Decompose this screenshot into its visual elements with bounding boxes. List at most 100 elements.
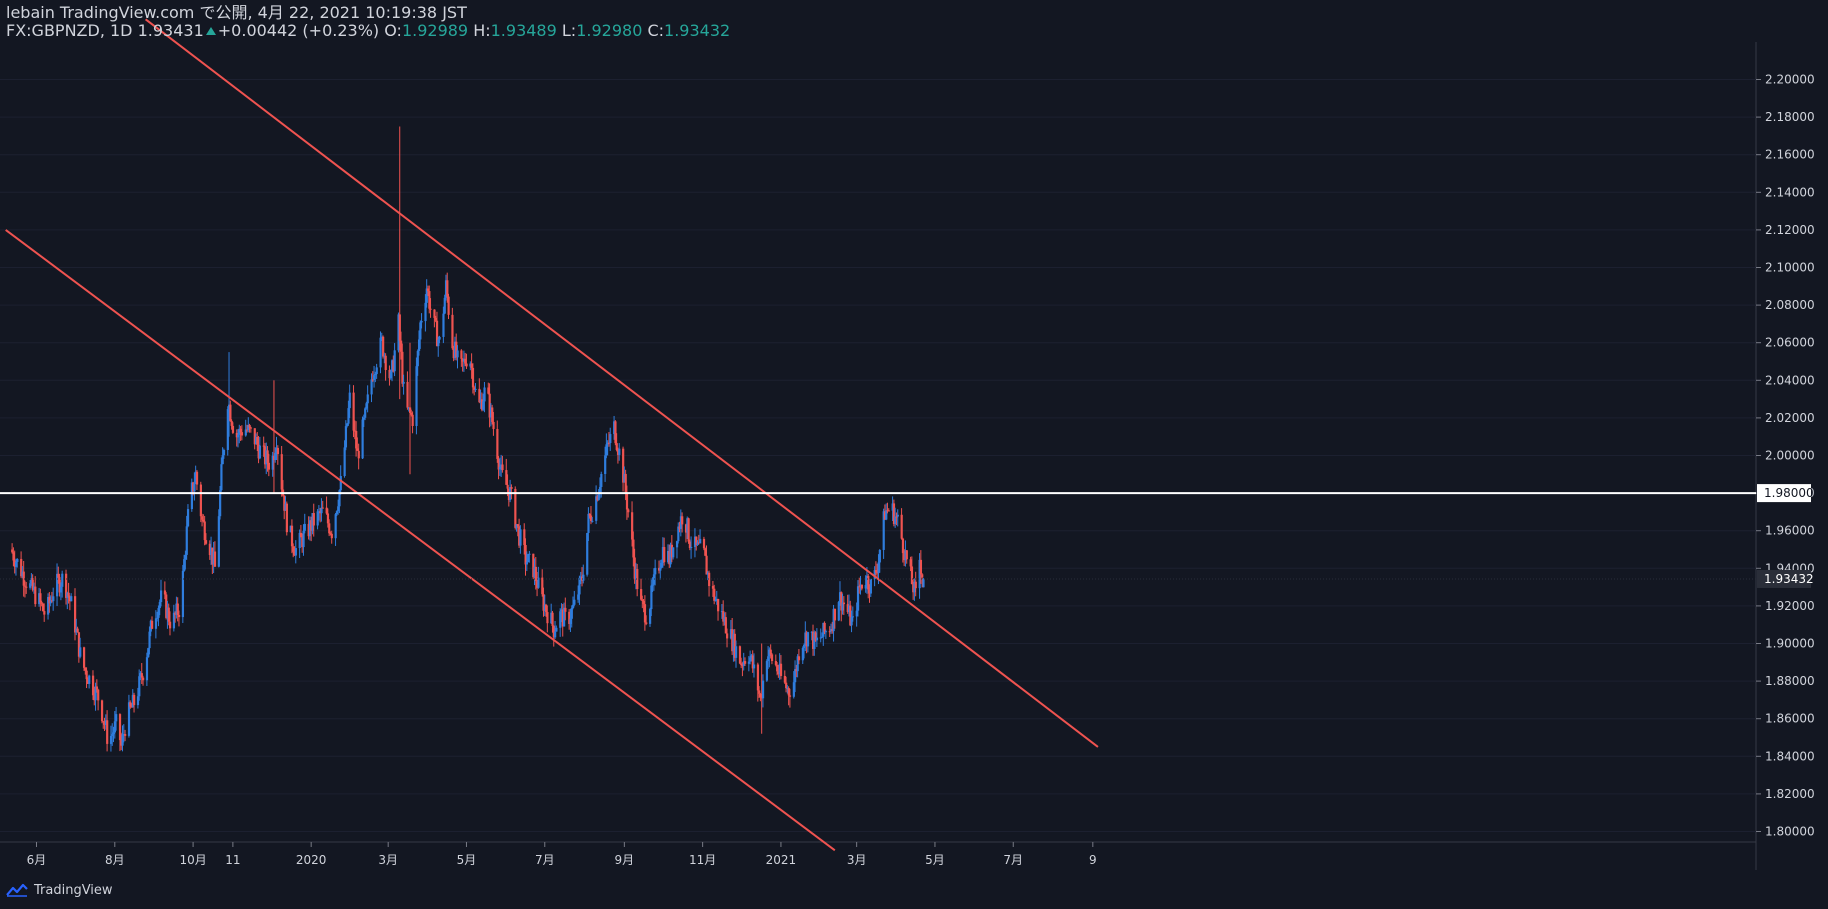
candle[interactable]	[735, 640, 738, 668]
candle[interactable]	[586, 532, 589, 577]
candle[interactable]	[139, 671, 142, 681]
candle[interactable]	[713, 584, 716, 605]
candle[interactable]	[147, 647, 150, 658]
candle[interactable]	[212, 541, 215, 574]
candle[interactable]	[184, 550, 187, 570]
candle[interactable]	[883, 504, 887, 520]
candle[interactable]	[634, 562, 638, 590]
candle[interactable]	[347, 400, 350, 426]
candle[interactable]	[276, 445, 279, 465]
candle[interactable]	[400, 331, 403, 360]
candle[interactable]	[447, 293, 450, 320]
candle[interactable]	[120, 732, 123, 751]
candle[interactable]	[109, 725, 113, 752]
candle[interactable]	[743, 657, 747, 666]
candle[interactable]	[426, 285, 430, 297]
candle[interactable]	[65, 569, 68, 605]
trendline-lower-channel[interactable]	[5, 229, 836, 852]
candle[interactable]	[714, 596, 717, 602]
candle[interactable]	[21, 566, 24, 579]
candle[interactable]	[202, 514, 205, 523]
candle[interactable]	[57, 566, 60, 584]
candle[interactable]	[68, 595, 72, 611]
candle[interactable]	[842, 596, 846, 615]
candle[interactable]	[151, 616, 154, 630]
candle[interactable]	[832, 604, 835, 642]
candle[interactable]	[874, 561, 878, 576]
candle[interactable]	[374, 371, 377, 383]
candle[interactable]	[876, 563, 879, 580]
candle[interactable]	[165, 592, 168, 620]
candle[interactable]	[652, 568, 656, 591]
candle[interactable]	[501, 455, 504, 473]
candle[interactable]	[480, 392, 484, 412]
candle[interactable]	[168, 611, 172, 636]
candle[interactable]	[337, 499, 340, 515]
candle[interactable]	[560, 603, 563, 623]
candle[interactable]	[812, 624, 815, 656]
candle[interactable]	[896, 509, 899, 527]
candle[interactable]	[702, 536, 706, 551]
candle[interactable]	[285, 501, 288, 536]
candle[interactable]	[568, 609, 571, 630]
candle[interactable]	[85, 667, 88, 689]
candle[interactable]	[129, 700, 132, 709]
candle[interactable]	[678, 521, 681, 533]
candle[interactable]	[596, 494, 599, 502]
candle[interactable]	[570, 605, 573, 628]
candle[interactable]	[705, 545, 708, 575]
candle[interactable]	[393, 343, 396, 377]
candle[interactable]	[519, 525, 522, 554]
candle[interactable]	[614, 420, 617, 446]
candle[interactable]	[410, 409, 413, 417]
candle[interactable]	[720, 603, 724, 619]
candle[interactable]	[824, 629, 828, 639]
candle[interactable]	[163, 581, 167, 600]
candle[interactable]	[684, 523, 688, 543]
candle[interactable]	[636, 563, 639, 597]
candle[interactable]	[434, 315, 437, 323]
candle[interactable]	[383, 352, 386, 364]
candle[interactable]	[882, 508, 885, 559]
candle[interactable]	[88, 674, 91, 689]
candle[interactable]	[379, 331, 382, 374]
candle[interactable]	[555, 625, 558, 632]
candle[interactable]	[598, 477, 602, 499]
candle[interactable]	[38, 587, 41, 607]
candle[interactable]	[175, 596, 178, 619]
candle[interactable]	[625, 485, 629, 520]
footer-brand[interactable]: TradingView	[6, 878, 113, 902]
candle[interactable]	[460, 349, 463, 367]
candle[interactable]	[311, 513, 314, 535]
candle[interactable]	[210, 536, 213, 565]
candle[interactable]	[425, 279, 428, 308]
candle[interactable]	[437, 336, 440, 357]
candle[interactable]	[302, 524, 305, 556]
candle[interactable]	[16, 558, 19, 568]
candle[interactable]	[670, 535, 674, 563]
candle[interactable]	[613, 415, 616, 440]
candle[interactable]	[546, 605, 549, 633]
candle[interactable]	[84, 667, 87, 675]
candle[interactable]	[850, 610, 853, 633]
candle[interactable]	[627, 508, 630, 518]
candle[interactable]	[312, 503, 315, 537]
candle[interactable]	[759, 692, 762, 702]
candle[interactable]	[758, 686, 761, 698]
candle[interactable]	[102, 720, 105, 729]
candle[interactable]	[533, 558, 536, 586]
candle[interactable]	[61, 570, 64, 598]
candle[interactable]	[471, 363, 475, 394]
candle[interactable]	[301, 533, 304, 553]
candle[interactable]	[573, 590, 576, 607]
candle[interactable]	[122, 724, 125, 743]
candle[interactable]	[97, 688, 100, 711]
candle[interactable]	[768, 647, 771, 668]
candle[interactable]	[649, 607, 652, 627]
candle[interactable]	[310, 516, 313, 542]
candle[interactable]	[39, 588, 42, 611]
candle[interactable]	[415, 357, 418, 435]
candle[interactable]	[813, 630, 816, 656]
candle[interactable]	[266, 446, 269, 472]
candle[interactable]	[860, 584, 863, 591]
